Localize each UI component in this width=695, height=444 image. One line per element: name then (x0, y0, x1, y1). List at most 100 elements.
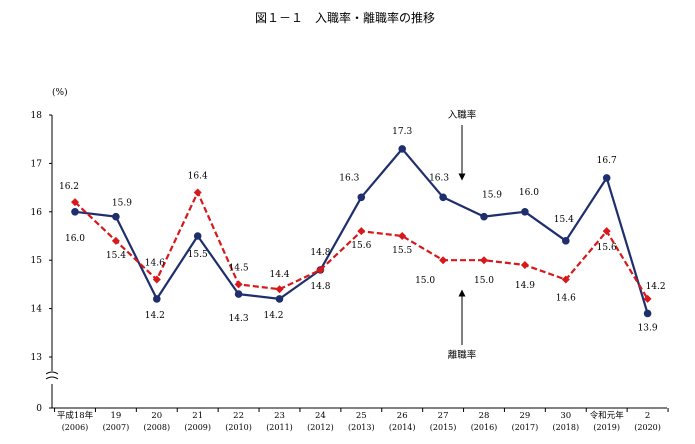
axis-break-mark (45, 376, 59, 380)
data-label-separation-rate: 14.4 (269, 270, 289, 280)
data-label-separation-rate: 14.8 (310, 282, 330, 292)
data-label-entry-rate: 14.2 (145, 311, 165, 321)
data-point-separation-rate (275, 285, 284, 294)
y-axis-ticks: 18 17 16 15 14 13 0 (31, 111, 52, 414)
chart-title: 図１－１ 入職率・離職率の推移 (255, 10, 435, 25)
data-point-entry-rate (602, 174, 611, 182)
data-label-entry-rate: 16.3 (429, 173, 449, 183)
data-label-entry-rate: 14.8 (310, 248, 330, 258)
data-point-entry-rate (193, 232, 202, 240)
y-tick-label: 15 (31, 256, 43, 266)
data-point-entry-rate (234, 290, 243, 298)
series-layer (71, 145, 652, 318)
y-tick-label: 18 (31, 111, 43, 121)
data-label-separation-rate: 15.6 (597, 243, 617, 253)
data-point-separation-rate (357, 227, 366, 236)
data-point-entry-rate (275, 295, 284, 303)
x-tick-label: 令和元年 (590, 410, 625, 421)
y-tick-label: 0 (36, 404, 42, 414)
x-tick-label: 25 (356, 411, 367, 421)
data-point-separation-rate (398, 232, 407, 240)
data-label-entry-rate: 15.9 (112, 199, 132, 209)
data-label-separation-rate: 14.6 (145, 259, 165, 269)
data-label-entry-rate: 17.3 (392, 127, 412, 137)
x-tick-label: 20 (151, 411, 162, 421)
data-label-separation-rate: 14.9 (515, 281, 535, 291)
x-tick-year-label: (2007) (103, 423, 130, 432)
data-label-separation-rate: 14.2 (646, 282, 666, 292)
data-label-entry-rate: 14.3 (229, 314, 249, 324)
data-point-separation-rate (480, 256, 488, 265)
data-point-entry-rate (439, 193, 447, 202)
data-point-entry-rate (71, 208, 79, 216)
data-point-separation-rate (602, 227, 611, 236)
data-point-entry-rate (112, 212, 120, 221)
data-label-separation-rate: 15.4 (106, 251, 126, 261)
x-tick-label: 26 (397, 411, 408, 421)
data-point-separation-rate (520, 261, 529, 270)
data-label-entry-rate: 16.7 (597, 156, 617, 166)
data-label-separation-rate: 15.6 (351, 241, 371, 251)
x-tick-year-label: (2015) (430, 423, 457, 432)
data-point-separation-rate (193, 188, 202, 197)
x-tick-label: 24 (315, 411, 326, 421)
data-label-entry-rate: 14.2 (263, 311, 283, 321)
annotation-separation-rate: 離職率 (448, 349, 477, 361)
data-point-separation-rate (234, 280, 243, 289)
x-tick-year-label: (2016) (471, 423, 498, 432)
y-tick-label: 17 (31, 159, 43, 169)
data-point-entry-rate (398, 145, 407, 153)
data-point-separation-rate (71, 198, 79, 207)
data-label-separation-rate: 15.0 (474, 276, 494, 286)
annotation-entry-rate: 入職率 (448, 109, 477, 121)
x-tick-year-label: (2019) (593, 423, 620, 432)
x-tick-year-label: (2012) (307, 423, 334, 432)
data-point-separation-rate (439, 256, 448, 265)
axes (45, 115, 667, 409)
x-tick-year-label: (2017) (512, 423, 539, 432)
data-point-entry-rate (562, 237, 570, 245)
data-label-entry-rate: 15.9 (482, 191, 502, 201)
data-label-separation-rate: 14.6 (556, 294, 576, 304)
x-tick-label: 28 (479, 411, 490, 421)
data-label-separation-rate: 14.5 (229, 263, 249, 273)
x-axis-ticks: 平成18年 (2006) 19 (2007) 20 (2008) 21 (2009) 22 (20… (54, 408, 669, 432)
x-tick-year-label: (2013) (348, 423, 375, 432)
y-axis-unit-label: (%) (52, 87, 68, 98)
x-tick-label: 27 (438, 411, 449, 421)
x-tick-label: 21 (192, 411, 203, 421)
x-tick-year-label: (2006) (62, 423, 89, 432)
x-tick-year-label: (2014) (389, 423, 416, 432)
data-point-entry-rate (643, 309, 652, 318)
x-tick-label: 29 (519, 411, 530, 421)
data-label-entry-rate: 13.9 (638, 323, 658, 333)
x-tick-year-label: (2010) (225, 423, 252, 432)
x-tick-year-label: (2008) (143, 423, 170, 432)
x-tick-label: 2 (645, 411, 650, 421)
y-tick-label: 16 (31, 208, 43, 218)
data-label-entry-rate: 16.0 (519, 188, 539, 198)
data-label-separation-rate: 15.0 (415, 276, 435, 286)
x-tick-label: 23 (274, 411, 285, 421)
x-tick-label: 22 (233, 411, 244, 421)
data-label-separation-rate: 16.2 (59, 182, 79, 192)
x-tick-year-label: (2018) (552, 423, 579, 432)
data-point-separation-rate (561, 275, 570, 284)
data-point-entry-rate (480, 212, 488, 221)
axis-break-mark (45, 371, 59, 375)
data-label-separation-rate: 16.4 (188, 171, 208, 181)
data-label-separation-rate: 15.5 (392, 246, 412, 256)
data-label-entry-rate: 16.3 (339, 173, 359, 183)
x-tick-label: 30 (560, 411, 571, 421)
data-point-separation-rate (316, 265, 325, 274)
y-tick-label: 14 (31, 305, 43, 315)
data-point-entry-rate (521, 208, 529, 216)
x-tick-label: 19 (110, 411, 121, 421)
y-tick-label: 13 (31, 353, 43, 363)
x-tick-year-label: (2020) (634, 423, 661, 432)
data-label-entry-rate: 16.0 (65, 234, 85, 244)
data-point-entry-rate (357, 193, 366, 202)
data-point-separation-rate (111, 236, 120, 245)
data-label-entry-rate: 15.4 (554, 215, 574, 225)
